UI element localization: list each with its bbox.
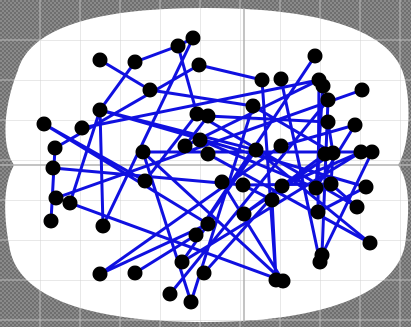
graph-edge <box>98 144 283 276</box>
graph-node[interactable] <box>200 108 216 124</box>
graph-node[interactable] <box>264 192 280 208</box>
graph-node[interactable] <box>235 177 251 193</box>
graph-node[interactable] <box>200 216 216 232</box>
graph-node[interactable] <box>47 140 63 156</box>
graph-node[interactable] <box>274 178 290 194</box>
graph-node[interactable] <box>358 179 374 195</box>
graph-edge <box>49 146 57 223</box>
graph-node[interactable] <box>320 114 336 130</box>
graph-node[interactable] <box>92 52 108 68</box>
graph-node[interactable] <box>45 160 61 176</box>
graph-edge <box>206 114 330 124</box>
graph-node[interactable] <box>92 266 108 282</box>
graph-node[interactable] <box>137 173 153 189</box>
graph-node[interactable] <box>74 120 90 136</box>
graph-edge <box>270 198 278 282</box>
graph-node[interactable] <box>188 227 204 243</box>
graph-edge <box>101 36 195 228</box>
graph-node[interactable] <box>273 138 289 154</box>
graph-node[interactable] <box>248 142 264 158</box>
graph-node[interactable] <box>142 82 158 98</box>
graph-node[interactable] <box>192 132 208 148</box>
graph-node[interactable] <box>36 116 52 132</box>
graph-edge <box>180 222 210 264</box>
graph-node[interactable] <box>196 265 212 281</box>
graph-node[interactable] <box>162 286 178 302</box>
graph-node[interactable] <box>43 213 59 229</box>
graph-edge <box>133 44 180 64</box>
graph-edge <box>68 201 285 283</box>
graph-edge <box>98 108 105 228</box>
graph-edge <box>316 185 368 214</box>
graph-node[interactable] <box>170 38 186 54</box>
graph-edge <box>254 148 372 245</box>
graph-node[interactable] <box>315 78 331 94</box>
graph-edge <box>279 77 322 264</box>
graph-edge <box>220 180 285 283</box>
graph-nodes[interactable] <box>36 30 380 310</box>
graph-node[interactable] <box>354 82 370 98</box>
graph-edge <box>98 108 368 189</box>
graph-node[interactable] <box>92 102 108 118</box>
graph-edge <box>133 233 198 275</box>
graph-node[interactable] <box>127 54 143 70</box>
graph-node[interactable] <box>307 48 323 64</box>
graph-node[interactable] <box>177 138 193 154</box>
graph-node[interactable] <box>308 180 324 196</box>
graph-edge <box>148 88 255 108</box>
graph-node[interactable] <box>185 30 201 46</box>
graph-node[interactable] <box>254 72 270 88</box>
graph-node[interactable] <box>200 146 216 162</box>
graph-node[interactable] <box>191 57 207 73</box>
graph-node[interactable] <box>95 218 111 234</box>
graph-node[interactable] <box>353 144 369 160</box>
graph-node[interactable] <box>347 117 363 133</box>
graph-node[interactable] <box>317 146 333 162</box>
graph-node[interactable] <box>323 176 339 192</box>
graph-edge <box>176 44 199 116</box>
graph-node[interactable] <box>183 294 199 310</box>
graph-node[interactable] <box>310 204 326 220</box>
graph-edge <box>320 150 374 257</box>
graph-node[interactable] <box>127 265 143 281</box>
graph-node[interactable] <box>320 92 336 108</box>
graph-node[interactable] <box>245 98 261 114</box>
graph-edge <box>98 60 137 112</box>
graph-node[interactable] <box>364 144 380 160</box>
graph-edge <box>80 78 321 130</box>
graph-edge <box>168 98 330 296</box>
graph-node[interactable] <box>236 206 252 222</box>
graph-node[interactable] <box>349 199 365 215</box>
graph-edge <box>197 63 264 82</box>
graph-node[interactable] <box>362 235 378 251</box>
graph-node[interactable] <box>273 71 289 87</box>
graph-edge <box>141 150 285 283</box>
graph-node[interactable] <box>48 190 64 206</box>
graph-node[interactable] <box>62 195 78 211</box>
graph-edge <box>206 152 372 245</box>
graph-node[interactable] <box>135 144 151 160</box>
graph-node[interactable] <box>174 254 190 270</box>
graph-edge <box>143 112 199 183</box>
graph-edge <box>68 108 102 205</box>
graph-node[interactable] <box>314 247 330 263</box>
graph-node[interactable] <box>214 174 230 190</box>
graph-node[interactable] <box>275 273 291 289</box>
